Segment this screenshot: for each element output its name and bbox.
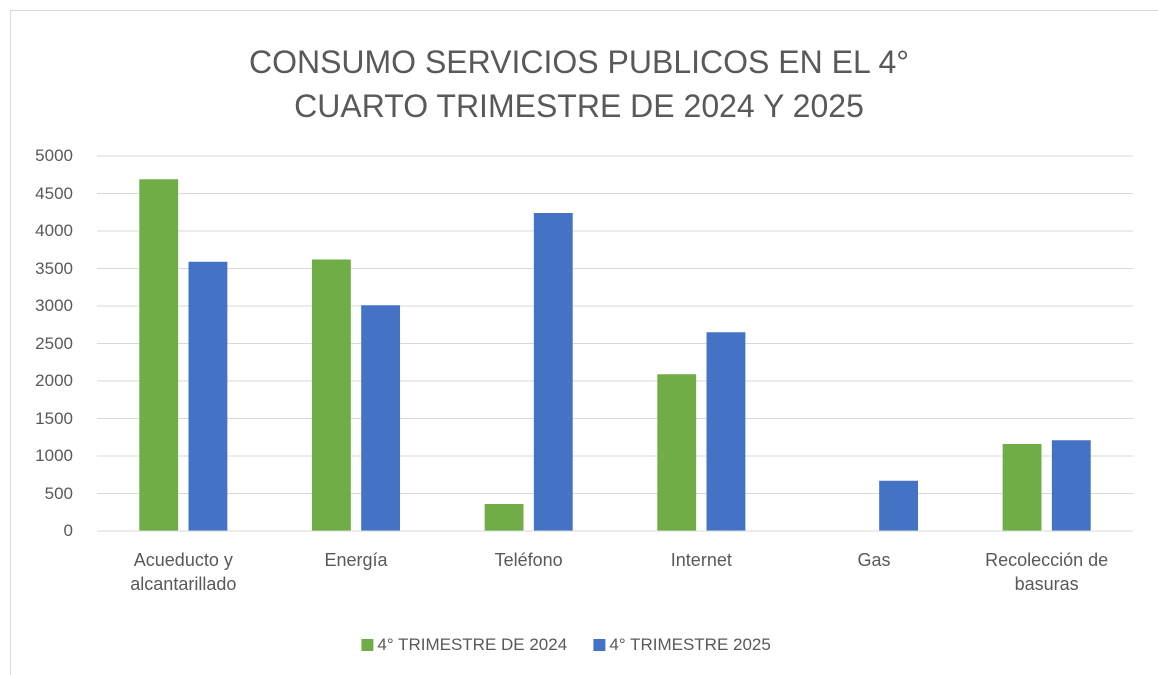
y-tick-label: 5000 (35, 146, 73, 165)
y-tick-label: 3000 (35, 296, 73, 315)
y-tick-label: 3500 (35, 258, 73, 278)
bar (1051, 440, 1091, 531)
bar (657, 374, 697, 531)
x-tick-label: Energía (324, 550, 388, 570)
legend-swatch (361, 639, 374, 651)
legend-swatch (593, 639, 606, 651)
bar (879, 480, 919, 531)
legend-label: 4° TRIMESTRE DE 2024 (377, 635, 568, 654)
y-tick-label: 0 (63, 521, 73, 540)
bar (311, 259, 351, 531)
bar (706, 332, 746, 531)
chart-title: CONSUMO SERVICIOS PUBLICOS EN EL 4° CUAR… (248, 44, 910, 124)
legend-label: 4° TRIMESTRE 2025 (609, 635, 771, 654)
bar (361, 305, 401, 531)
y-tick-label: 2000 (35, 371, 73, 390)
bar (484, 504, 524, 531)
x-tick-label: Internet (670, 550, 732, 570)
bar (139, 179, 179, 531)
y-tick-label: 1000 (35, 446, 73, 465)
x-tick-label: Recolección de basuras (985, 550, 1109, 594)
chart-frame (10, 10, 1158, 675)
x-tick-label: Teléfono (494, 550, 563, 570)
bar (533, 213, 573, 531)
x-tick-label: Gas (857, 550, 891, 570)
y-tick-label: 4000 (35, 221, 73, 240)
y-tick-label: 500 (44, 483, 73, 503)
bar (1002, 444, 1042, 531)
y-tick-label: 1500 (35, 408, 73, 428)
bar (188, 261, 228, 531)
y-tick-label: 4500 (35, 183, 73, 203)
y-tick-label: 2500 (35, 333, 73, 353)
x-tick-label: Acueducto y alcantarillado (130, 550, 237, 594)
